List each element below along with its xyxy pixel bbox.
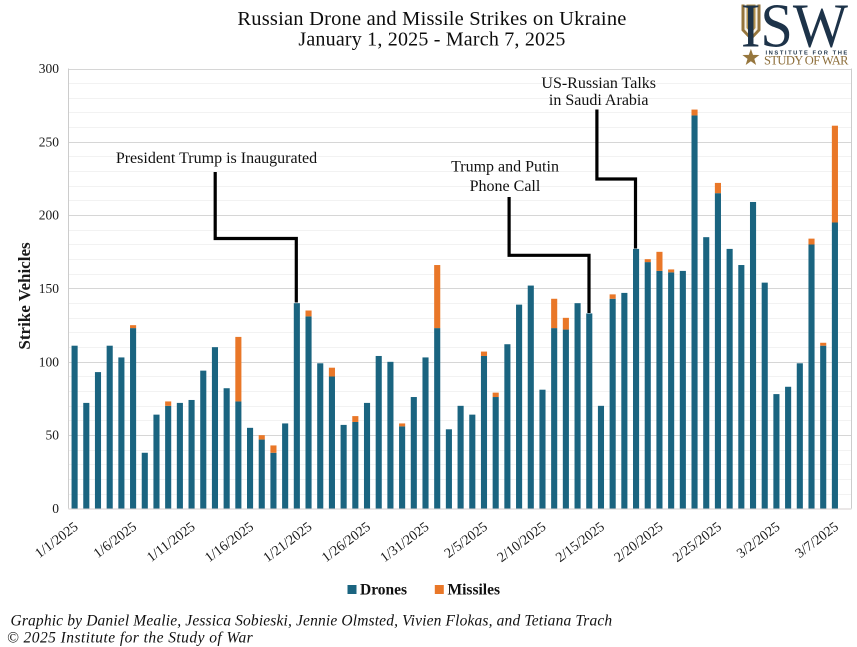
svg-text:INSTITUTE FOR THE: INSTITUTE FOR THE <box>766 51 849 57</box>
svg-text:200: 200 <box>39 208 60 223</box>
svg-text:Strike Vehicles: Strike Vehicles <box>15 242 34 350</box>
svg-text:2/15/2025: 2/15/2025 <box>553 520 607 566</box>
svg-text:Graphic by Daniel Mealie, Jess: Graphic by Daniel Mealie, Jessica Sobies… <box>11 613 613 630</box>
svg-text:ISW: ISW <box>741 0 848 61</box>
svg-text:150: 150 <box>39 281 60 296</box>
svg-text:300: 300 <box>39 61 60 76</box>
svg-text:3/2/2025: 3/2/2025 <box>734 520 783 562</box>
svg-text:2/20/2025: 2/20/2025 <box>612 520 666 566</box>
svg-text:1/6/2025: 1/6/2025 <box>91 520 140 562</box>
svg-text:STUDY OF WAR: STUDY OF WAR <box>764 54 849 68</box>
svg-text:Drones: Drones <box>360 582 407 599</box>
svg-text:2/25/2025: 2/25/2025 <box>670 520 724 566</box>
svg-text:January 1, 2025 - March 7, 202: January 1, 2025 - March 7, 2025 <box>298 29 565 51</box>
svg-text:1/21/2025: 1/21/2025 <box>261 520 315 566</box>
svg-text:in Saudi Arabia: in Saudi Arabia <box>549 92 649 109</box>
svg-text:President Trump is Inaugurated: President Trump is Inaugurated <box>116 150 317 167</box>
svg-text:Missiles: Missiles <box>448 582 501 599</box>
svg-text:Trump and Putin: Trump and Putin <box>451 159 559 176</box>
svg-text:US-Russian Talks: US-Russian Talks <box>541 75 656 92</box>
svg-text:Phone Call: Phone Call <box>470 178 541 195</box>
svg-text:0: 0 <box>52 501 59 516</box>
svg-text:1/1/2025: 1/1/2025 <box>33 520 82 562</box>
svg-text:1/26/2025: 1/26/2025 <box>319 520 373 566</box>
svg-text:Russian Drone and Missile Stri: Russian Drone and Missile Strikes on Ukr… <box>237 8 626 30</box>
svg-text:1/31/2025: 1/31/2025 <box>378 520 432 566</box>
svg-text:2/5/2025: 2/5/2025 <box>442 520 491 562</box>
svg-text:2/10/2025: 2/10/2025 <box>495 520 549 566</box>
svg-text:50: 50 <box>46 428 60 443</box>
svg-text:1/16/2025: 1/16/2025 <box>203 520 257 566</box>
svg-text:100: 100 <box>39 354 60 369</box>
svg-text:1/11/2025: 1/11/2025 <box>144 520 198 566</box>
svg-text:250: 250 <box>39 134 60 149</box>
svg-text:© 2025 Institute for the Study: © 2025 Institute for the Study of War <box>7 630 254 647</box>
svg-text:3/7/2025: 3/7/2025 <box>793 520 842 562</box>
